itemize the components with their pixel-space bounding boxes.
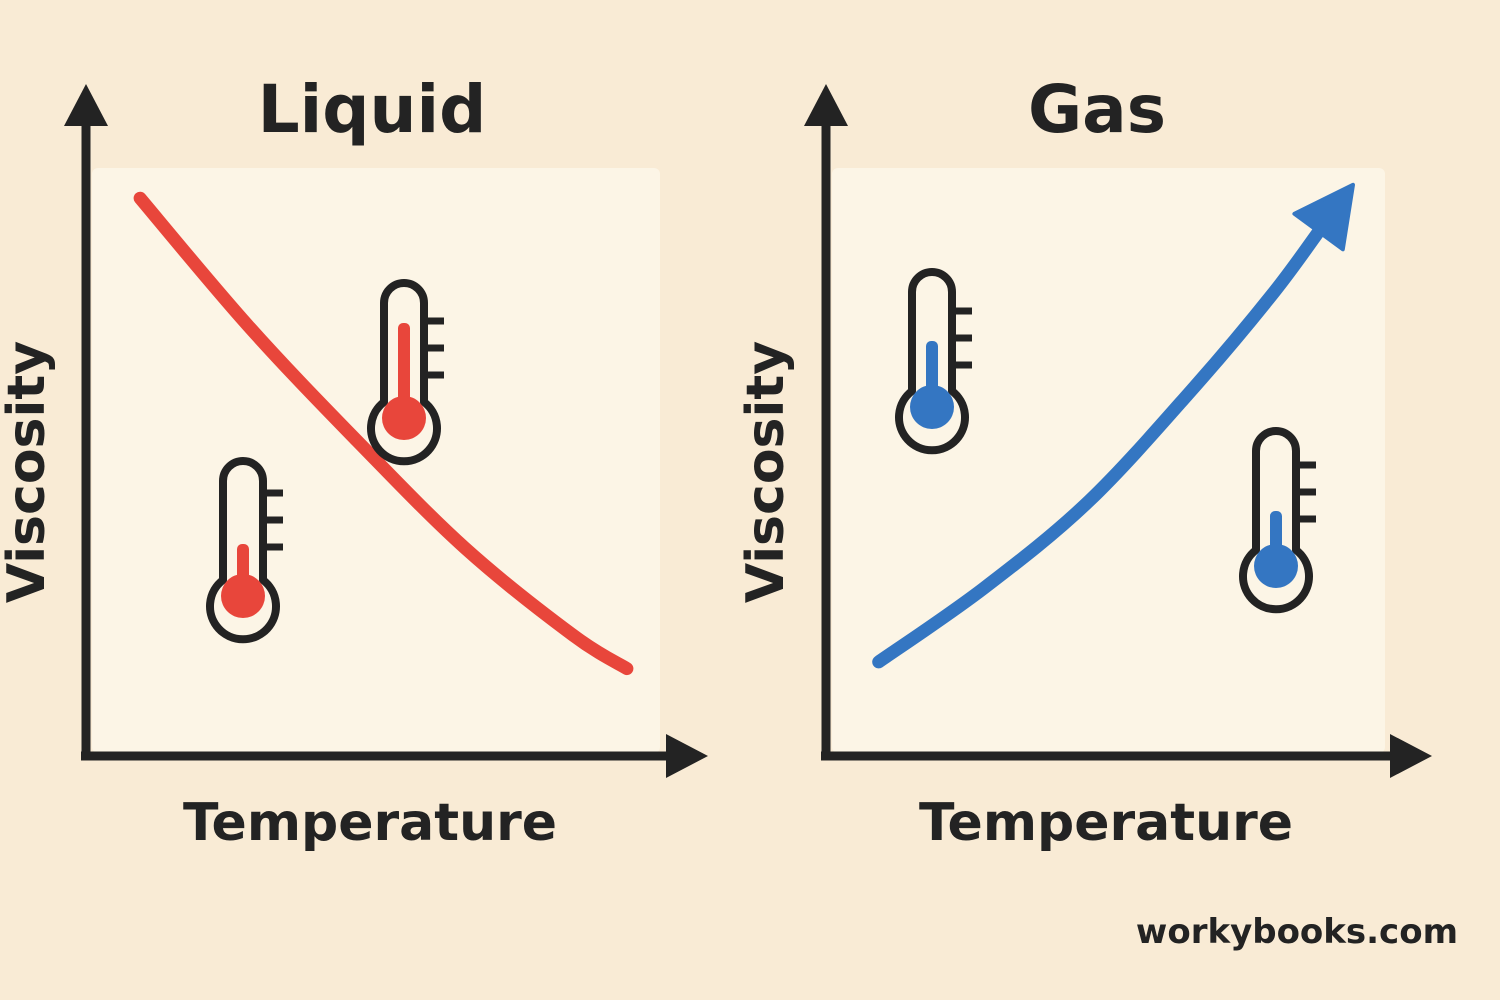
gas-y-axis-arrow	[804, 84, 848, 126]
liquid-viscosity-curve	[133, 191, 634, 676]
liquid-axes	[81, 118, 672, 761]
liquid-y-axis-arrow	[64, 84, 108, 126]
gas-x-axis-label: Temperature	[919, 793, 1293, 853]
gas-axes	[821, 118, 1395, 761]
thermometer-icon	[367, 279, 444, 466]
liquid-chart-title: Liquid	[258, 71, 487, 148]
liquid-x-axis-label: Temperature	[183, 793, 557, 853]
gas-chart-title: Gas	[1028, 71, 1166, 148]
thermometer-icon	[1239, 427, 1316, 614]
gas-curve-arrowhead	[1292, 182, 1355, 252]
gas-chart: Gas Temperature Viscosity	[736, 71, 1432, 853]
liquid-x-axis-arrow	[666, 734, 708, 778]
thermometer-icon	[206, 457, 283, 644]
thermometer-icon	[895, 268, 972, 455]
gas-x-axis-arrow	[1390, 734, 1432, 778]
gas-y-axis-label: Viscosity	[736, 341, 796, 603]
watermark: workybooks.com	[1135, 912, 1458, 952]
gas-viscosity-curve	[872, 220, 1329, 669]
liquid-chart: Liquid Temperature Viscosity	[0, 71, 708, 853]
liquid-y-axis-label: Viscosity	[0, 341, 57, 603]
